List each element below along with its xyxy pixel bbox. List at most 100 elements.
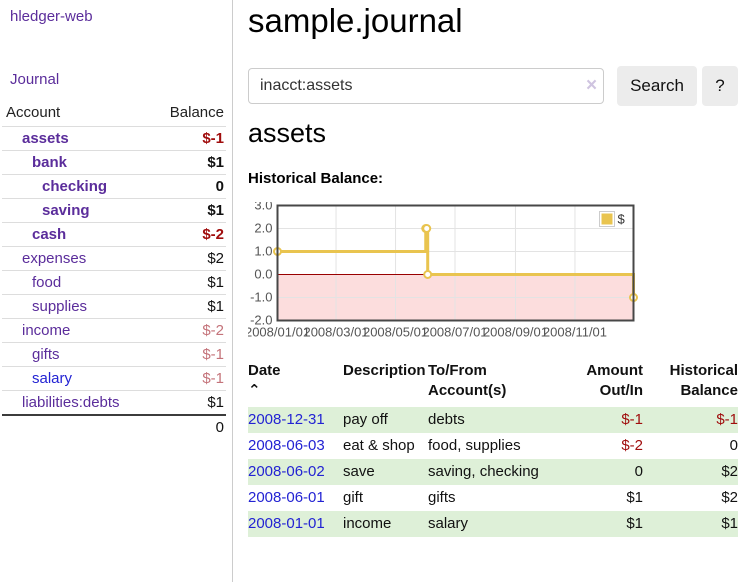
- account-link[interactable]: food: [32, 274, 62, 291]
- register-row: 2008-06-02 save saving, checking 0 $2: [248, 459, 738, 485]
- account-link[interactable]: supplies: [32, 298, 88, 315]
- account-balance: $2: [150, 246, 226, 271]
- account-link[interactable]: checking: [42, 178, 108, 195]
- account-row: gifts $-1: [2, 342, 226, 367]
- register-amount: $1: [540, 511, 643, 537]
- register-amount: $-1: [540, 407, 643, 433]
- accounts-total-row: 0: [2, 414, 226, 439]
- register-table: Date ⌃ Description To/From Account(s) Am…: [248, 361, 738, 537]
- register-amount: $-2: [621, 437, 643, 454]
- account-row: assets $-1: [2, 126, 226, 151]
- register-row: 2008-06-01 gift gifts $1 $2: [248, 485, 738, 511]
- accounts-header-account: Account: [6, 104, 61, 121]
- account-balance: $1: [150, 390, 226, 415]
- sort-ascending-icon: ⌃: [248, 382, 261, 399]
- page-title: sample.journal: [248, 2, 463, 39]
- register-accounts: saving, checking: [428, 459, 540, 485]
- account-balance: $-2: [150, 318, 226, 343]
- svg-text:3.0: 3.0: [254, 202, 272, 213]
- register-accounts: gifts: [428, 489, 456, 506]
- account-link[interactable]: bank: [32, 154, 68, 171]
- account-balance: 0: [150, 174, 226, 199]
- clear-search-icon[interactable]: ×: [586, 75, 598, 96]
- register-date-link[interactable]: 2008-06-01: [248, 489, 325, 506]
- register-header-date[interactable]: Date ⌃: [248, 361, 343, 407]
- accounts-header-balance: Balance: [169, 104, 224, 121]
- account-heading: assets: [248, 118, 327, 148]
- help-button[interactable]: ?: [702, 66, 738, 106]
- register-balance: $-1: [643, 407, 738, 433]
- register-date-link[interactable]: 2008-06-02: [248, 463, 325, 480]
- svg-text:-1.0: -1.0: [250, 290, 272, 305]
- register-date-link[interactable]: 2008-01-01: [248, 515, 325, 532]
- register-date-link[interactable]: 2008-12-31: [248, 411, 325, 428]
- register-accounts: food, supplies: [428, 437, 521, 454]
- account-link[interactable]: liabilities:debts: [22, 394, 120, 411]
- account-link[interactable]: saving: [42, 202, 90, 219]
- svg-text:-2.0: -2.0: [250, 313, 272, 328]
- account-row: expenses $2: [2, 246, 226, 271]
- register-amount: 0: [540, 459, 643, 485]
- register-accounts: salary: [428, 511, 540, 537]
- chart-canvas: $3.0 2.0 1.0 0.0 -1.0 -2.02008/01/012008/03/0…: [245, 198, 638, 340]
- account-balance: $1: [150, 294, 226, 319]
- register-amount: $1: [626, 489, 643, 506]
- register-description: save: [343, 459, 428, 485]
- register-balance: $1: [643, 511, 738, 537]
- sidebar-item-journal[interactable]: Journal: [10, 71, 60, 88]
- account-balance: $-1: [150, 342, 226, 367]
- account-balance: $1: [150, 270, 226, 295]
- register-balance: $2: [643, 459, 738, 485]
- register-description: pay off: [343, 407, 428, 433]
- svg-text:0.0: 0.0: [254, 267, 272, 282]
- register-date-link[interactable]: 2008-06-03: [248, 437, 325, 454]
- svg-text:2008/03/01: 2008/03/01: [303, 325, 368, 340]
- account-row: bank $1: [2, 150, 226, 175]
- register-table-body: 2008-12-31 pay off debts $-1 $-1 2008-06-03 ea…: [248, 407, 738, 537]
- register-header-accounts: To/From Account(s): [428, 362, 507, 399]
- account-link[interactable]: income: [22, 322, 71, 339]
- register-description: income: [343, 511, 428, 537]
- svg-text:2008/05/01: 2008/05/01: [363, 325, 428, 340]
- account-balance: $-1: [150, 366, 226, 391]
- account-balance: $1: [150, 198, 226, 223]
- historical-balance-chart: $3.0 2.0 1.0 0.0 -1.0 -2.0 2008/01/01 2008/03/0…: [245, 198, 648, 350]
- register-row: 2008-06-03 eat & shop food, supplies $-2 0: [248, 433, 738, 459]
- account-link[interactable]: cash: [32, 226, 67, 243]
- register-accounts: debts: [428, 407, 540, 433]
- register-header-description: Description: [343, 362, 426, 379]
- account-balance: $-2: [150, 222, 226, 247]
- sidebar: hledger-web Journal Account Balance asse…: [0, 0, 233, 582]
- main-content: sample.journal × Search ? assets Histori…: [245, 0, 742, 582]
- account-row: supplies $1: [2, 294, 226, 319]
- account-row: food $1: [2, 270, 226, 295]
- register-balance: 0: [729, 437, 738, 454]
- account-balance: $-1: [150, 126, 226, 151]
- account-link[interactable]: assets: [22, 130, 69, 147]
- chart-title: Historical Balance:: [248, 170, 384, 187]
- svg-text:1.0: 1.0: [254, 244, 272, 259]
- account-row: salary $-1: [2, 366, 226, 391]
- search-button[interactable]: Search: [617, 66, 697, 106]
- svg-text:2.0: 2.0: [254, 221, 272, 236]
- account-link[interactable]: salary: [32, 370, 73, 387]
- register-header-balance: Historical Balance: [669, 362, 738, 399]
- svg-text:2008/09/01: 2008/09/01: [483, 325, 548, 340]
- accounts-total-balance: 0: [150, 414, 226, 439]
- register-row: 2008-01-01 income salary $1 $1: [248, 511, 738, 537]
- svg-text:2008/11/01: 2008/11/01: [543, 325, 607, 340]
- app-brand-link[interactable]: hledger-web: [10, 8, 93, 25]
- account-row: checking 0: [2, 174, 226, 199]
- register-header-amount: Amount Out/In: [586, 362, 643, 399]
- account-link[interactable]: gifts: [32, 346, 60, 363]
- svg-text:$: $: [618, 212, 626, 227]
- search-form: × Search ?: [248, 66, 742, 106]
- search-input[interactable]: [248, 68, 604, 104]
- register-description: gift: [343, 489, 364, 506]
- account-row: cash $-2: [2, 222, 226, 247]
- svg-text:2008/07/01: 2008/07/01: [422, 325, 487, 340]
- account-row: income $-2: [2, 318, 226, 343]
- account-row: liabilities:debts $1: [2, 390, 226, 415]
- account-link[interactable]: expenses: [22, 250, 87, 267]
